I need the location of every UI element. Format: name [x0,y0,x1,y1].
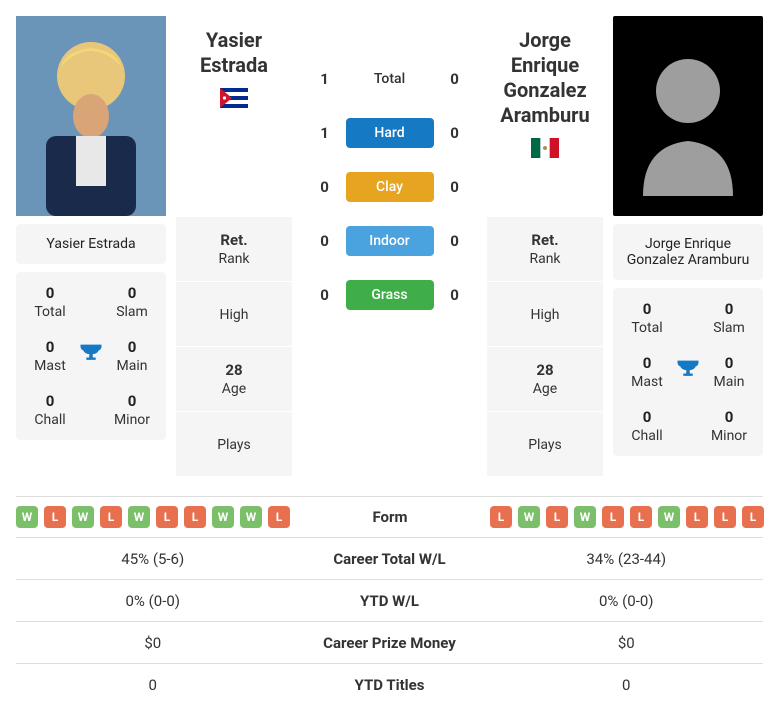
p2-form: LWLWLLWLLL [490,506,764,528]
label-ytd-wl: YTD W/L [290,592,490,610]
form-loss-badge[interactable]: L [546,506,568,528]
form-loss-badge[interactable]: L [268,506,290,528]
p1-rank: Ret. Rank [176,216,292,281]
form-win-badge[interactable]: W [518,506,540,528]
p1-career-wl: 45% (5-6) [16,550,290,568]
row-career-wl: 45% (5-6) Career Total W/L 34% (23-44) [16,538,763,580]
p2-prize: $0 [490,634,764,652]
player2-info-column: Jorge Enrique Gonzalez Aramburu Ret. Ran… [487,16,603,476]
form-loss-badge[interactable]: L [44,506,66,528]
surface-indoor[interactable]: Indoor [346,226,434,256]
p1-prize: $0 [16,634,290,652]
p2-main-titles: 0 Main [703,354,755,390]
p1-chall-titles: 0 Chall [24,392,76,428]
p2-chall-titles: 0 Chall [621,408,673,444]
mexico-flag-icon [531,138,559,158]
comparison-table: WLWLWLLWWL Form LWLWLLWLLL 45% (5-6) Car… [16,496,763,706]
row-ytd-wl: 0% (0-0) YTD W/L YTD W/L 0% (0-0) [16,580,763,622]
p2-mast-titles: 0 Mast [621,354,673,390]
trophy-icon [673,356,703,388]
p1-slam-titles: 0 Slam [106,284,158,320]
form-win-badge[interactable]: W [16,506,38,528]
form-loss-badge[interactable]: L [156,506,178,528]
player1-photo [16,16,166,216]
h2h-indoor: 0 Indoor 0 [302,226,477,256]
form-loss-badge[interactable]: L [490,506,512,528]
p2-plays: Plays [487,411,603,476]
player1-big-name: Yasier Estrada [176,28,292,78]
row-prize: $0 Career Prize Money $0 [16,622,763,664]
p1-plays: Plays [176,411,292,476]
player2-name-card: Jorge Enrique Gonzalez Aramburu [613,224,763,280]
p1-ytd-wl: 0% (0-0) [16,592,290,610]
surface-hard[interactable]: Hard [346,118,434,148]
player1-name-block: Yasier Estrada [176,16,292,216]
h2h-total: 1 Total 0 [302,64,477,94]
label-prize: Career Prize Money [290,634,490,652]
surface-grass[interactable]: Grass [346,280,434,310]
trophy-icon [76,340,106,372]
form-loss-badge[interactable]: L [742,506,764,528]
h2h-grass: 0 Grass 0 [302,280,477,310]
form-loss-badge[interactable]: L [184,506,206,528]
label-ytd-titles: YTD Titles [290,676,490,694]
player2-titles-card: 0 Total 0 Slam 0 Mast 0 Main [613,288,763,456]
row-form: WLWLWLLWWL Form LWLWLLWLLL [16,496,763,538]
p2-age: 28 Age [487,346,603,411]
cuba-flag-icon [220,88,248,108]
form-loss-badge[interactable]: L [714,506,736,528]
form-loss-badge[interactable]: L [602,506,624,528]
h2h-hard: 1 Hard 0 [302,118,477,148]
p1-total-titles: 0 Total [24,284,76,320]
h2h-surface-column: 1 Total 0 1 Hard 0 0 Clay 0 0 Indoor 0 0… [302,16,477,310]
player2-photo [613,16,763,216]
surface-total: Total [346,64,434,94]
p2-total-titles: 0 Total [621,300,673,336]
player2-big-name: Jorge Enrique Gonzalez Aramburu [487,28,603,128]
surface-clay[interactable]: Clay [346,172,434,202]
p2-ytd-wl: 0% (0-0) [490,592,764,610]
form-win-badge[interactable]: W [240,506,262,528]
form-win-badge[interactable]: W [658,506,680,528]
p2-career-wl: 34% (23-44) [490,550,764,568]
p2-high: High [487,281,603,346]
label-career-wl: Career Total W/L [290,550,490,568]
label-form: Form [290,508,490,526]
p1-mast-titles: 0 Mast [24,338,76,374]
form-win-badge[interactable]: W [128,506,150,528]
player1-titles-card: 0 Total 0 Slam 0 Mast 0 Main [16,272,166,440]
form-win-badge[interactable]: W [212,506,234,528]
p2-minor-titles: 0 Minor [703,408,755,444]
row-ytd-titles: 0 YTD Titles 0 [16,664,763,706]
h2h-clay: 0 Clay 0 [302,172,477,202]
player2-column: Jorge Enrique Gonzalez Aramburu 0 Total … [613,16,763,456]
p1-minor-titles: 0 Minor [106,392,158,428]
player1-column: Yasier Estrada 0 Total 0 Slam 0 Mast [16,16,166,440]
p1-main-titles: 0 Main [106,338,158,374]
p1-high: High [176,281,292,346]
p2-slam-titles: 0 Slam [703,300,755,336]
player1-name-card: Yasier Estrada [16,224,166,264]
player1-info-column: Yasier Estrada Ret. Rank High 28 Age [176,16,292,476]
form-loss-badge[interactable]: L [100,506,122,528]
form-win-badge[interactable]: W [574,506,596,528]
p2-ytd-titles: 0 [490,676,764,694]
p1-ytd-titles: 0 [16,676,290,694]
form-loss-badge[interactable]: L [686,506,708,528]
head-to-head-panel: Yasier Estrada 0 Total 0 Slam 0 Mast [16,16,763,476]
p1-form: WLWLWLLWWL [16,506,290,528]
p1-age: 28 Age [176,346,292,411]
p2-rank: Ret. Rank [487,216,603,281]
form-win-badge[interactable]: W [72,506,94,528]
form-loss-badge[interactable]: L [630,506,652,528]
player2-name-block: Jorge Enrique Gonzalez Aramburu [487,16,603,216]
